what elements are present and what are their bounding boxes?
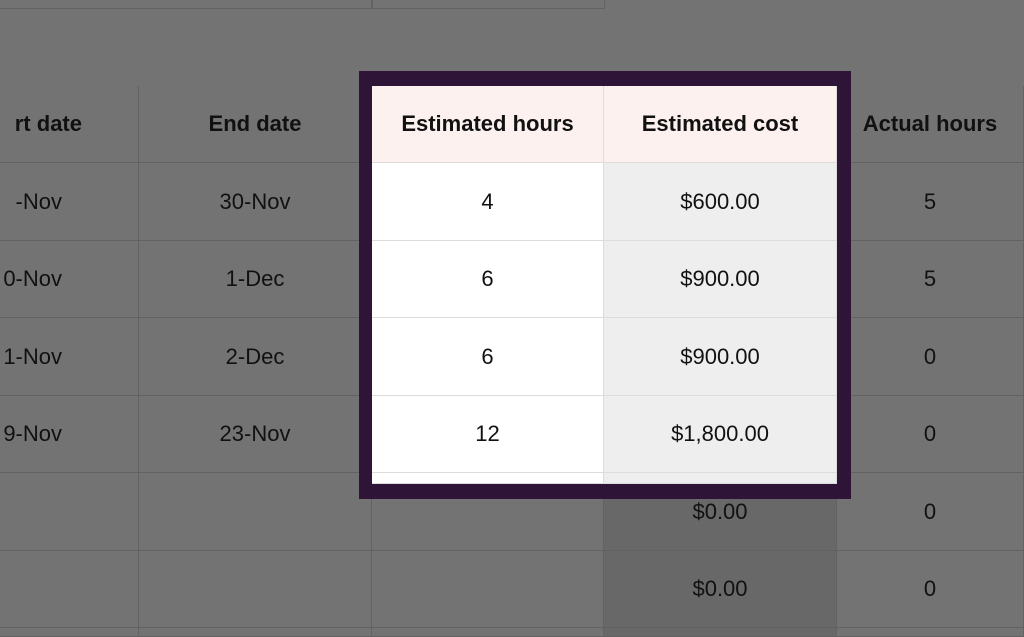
cell-start-date[interactable]	[0, 551, 139, 628]
cell-estimated-cost[interactable]	[604, 473, 837, 484]
cell-estimated-hours[interactable]	[372, 628, 604, 637]
cell-end-date[interactable]	[139, 551, 372, 628]
cell-estimated-hours[interactable]	[372, 473, 604, 551]
cell-actual-hours[interactable]: 0	[837, 318, 1024, 396]
cell-end-date[interactable]: 1-Dec	[139, 241, 372, 318]
cell-estimated-cost[interactable]: $900.00	[604, 241, 837, 318]
cell-actual-hours[interactable]: 5	[837, 241, 1024, 318]
cell-end-date[interactable]: 30-Nov	[139, 163, 372, 241]
cell-estimated-hours[interactable]	[372, 551, 604, 628]
cell-estimated-cost[interactable]: $600.00	[604, 163, 837, 241]
cell-estimated-cost[interactable]: $1,800.00	[604, 396, 837, 473]
header-end-date[interactable]: End date	[139, 86, 372, 163]
cell-estimated-hours[interactable]: 4	[372, 163, 604, 241]
header-start-date[interactable]: rt date	[0, 86, 139, 163]
cell-end-date[interactable]: 2-Dec	[139, 318, 372, 396]
cell-estimated-hours[interactable]: 6	[372, 241, 604, 318]
cell-estimated-hours[interactable]	[372, 473, 604, 484]
cell-end-date[interactable]	[139, 473, 372, 551]
cell-estimated-cost[interactable]	[604, 628, 837, 637]
cell-start-date[interactable]: 0-Nov	[0, 241, 139, 318]
cell-actual-hours[interactable]: 0	[837, 473, 1024, 551]
cell-end-date[interactable]	[139, 628, 372, 637]
cell-start-date[interactable]	[0, 473, 139, 551]
cell-start-date[interactable]: 9-Nov	[0, 396, 139, 473]
header-estimated-hours[interactable]: Estimated hours	[372, 86, 604, 163]
cell-start-date[interactable]: -Nov	[0, 163, 139, 241]
cell-end-date[interactable]: 23-Nov	[139, 396, 372, 473]
cell-estimated-cost[interactable]: $0.00	[604, 551, 837, 628]
cell-estimated-cost[interactable]: $900.00	[604, 318, 837, 396]
cell-actual-hours[interactable]	[837, 628, 1024, 637]
cell-estimated-hours[interactable]: 6	[372, 318, 604, 396]
cell-actual-hours[interactable]: 0	[837, 551, 1024, 628]
cell-actual-hours[interactable]: 0	[837, 396, 1024, 473]
header-estimated-cost[interactable]: Estimated cost	[604, 86, 837, 163]
highlighted-columns: Estimated hours 4 6 6 12 Estimated cost $600.0…	[372, 86, 837, 484]
previous-table-row	[0, 0, 605, 9]
cell-start-date[interactable]: 1-Nov	[0, 318, 139, 396]
cell-estimated-hours[interactable]: 12	[372, 396, 604, 473]
cell-start-date[interactable]	[0, 628, 139, 637]
header-actual-hours[interactable]: Actual hours	[837, 86, 1024, 163]
cell-divider	[371, 0, 373, 9]
cell-actual-hours[interactable]: 5	[837, 163, 1024, 241]
